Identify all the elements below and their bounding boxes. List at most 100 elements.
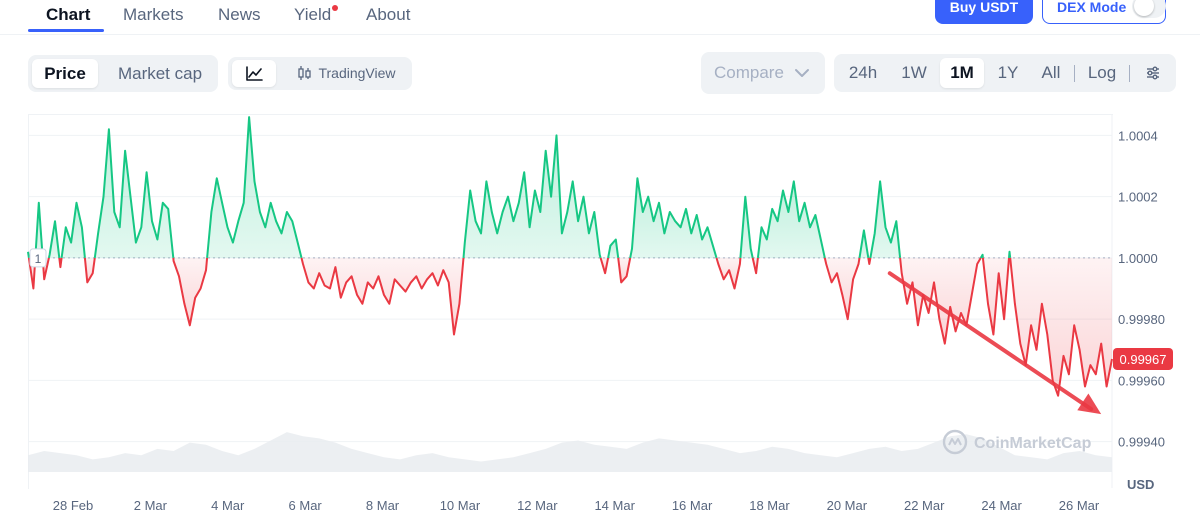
x-tick-label: 20 Mar [827,498,868,513]
price-line-up [34,201,44,258]
baseline-label: 1 [35,252,42,266]
price-fill-up [207,117,302,258]
price-line-down [867,257,872,265]
price-line-down [599,257,610,275]
x-tick-label: 26 Mar [1059,498,1100,513]
dex-mode-switch[interactable] [1132,0,1166,18]
chevron-down-icon [795,69,809,77]
price-line-down [83,257,96,284]
price-line-up [206,116,303,259]
x-tick-label: 18 Mar [749,498,790,513]
price-fill-up [463,135,601,258]
y-tick-label: 1.0002 [1118,190,1158,205]
price-line-down [172,257,209,327]
tradingview-button[interactable]: TradingView [284,60,408,87]
chart-settings-button[interactable] [1138,58,1168,88]
x-tick-label: 28 Feb [53,498,93,513]
chart-view-selector: TradingView [228,57,412,90]
range-1w-button[interactable]: 1W [901,63,927,82]
buy-usdt-button[interactable]: Buy USDT [935,0,1033,24]
price-line-up [462,134,602,259]
x-tick-label: 12 Mar [517,498,558,513]
price-fill-down [824,257,860,320]
price-line-down [715,257,742,290]
range-1y-button[interactable]: 1Y [997,63,1019,82]
range-24h-button[interactable]: 24h [848,63,878,82]
price-line-up [1008,250,1012,259]
price-button[interactable]: Price [32,59,98,88]
x-tick-label: 22 Mar [904,498,945,513]
tab-yield[interactable]: Yield [294,5,332,24]
tab-about[interactable]: About [366,5,411,24]
price-line-up [60,201,86,259]
volume-silhouette [28,432,1112,472]
price-line-down [300,257,465,336]
tab-markets[interactable]: Markets [123,5,184,24]
price-line-down [1009,257,1113,397]
price-line-up [756,180,826,259]
y-tick-label: 0.99980 [1118,312,1165,327]
price-fill-down [716,257,741,289]
trend-arrow-head [1077,393,1102,415]
active-tab-indicator [28,29,104,32]
line-chart-button[interactable] [232,60,276,87]
y-tick-label: 1.0004 [1118,128,1158,143]
current-price-label: 0.99967 [1120,352,1167,367]
trend-arrow-shaft [887,271,1094,412]
price-line-down [823,257,861,321]
price-fill-up [757,181,825,258]
price-fills [28,117,1112,396]
range-divider [1074,65,1075,82]
dex-mode-label: DEX Mode [1057,0,1127,15]
metric-selector: Price Market cap [28,55,218,92]
price-line-up [869,180,902,259]
log-scale-button[interactable]: Log [1087,63,1117,82]
price-chart-frame [28,114,1113,489]
tab-chart[interactable]: Chart [46,5,91,24]
y-axis: 1 1.0004 1.0002 1.0000 0.99980 0.99960 0.99940… [29,128,1173,492]
y-tick-label: 0.99960 [1118,373,1165,388]
x-axis: 28 Feb 2 Mar 4 Mar 6 Mar 8 Mar 10 Mar 12 Mar 14… [53,498,1100,513]
compare-dropdown[interactable]: Compare [701,52,825,94]
settings-divider [1129,65,1130,82]
tradingview-label: TradingView [318,65,396,81]
price-line-up [858,229,870,259]
price-line-down [981,257,1010,336]
baseline-label-box [29,248,47,268]
price-line-down [58,257,63,269]
price-line-up [979,253,984,259]
range-1m-button[interactable]: 1M [940,58,984,88]
price-line-down [27,257,37,290]
currency-label: USD [1127,477,1154,492]
range-all-button[interactable]: All [1041,63,1061,82]
price-fill-down [1010,257,1112,396]
candlestick-icon [298,66,312,80]
market-cap-button[interactable]: Market cap [117,64,203,83]
price-line-up [47,220,61,259]
price-line-down [617,257,632,284]
price-fill-down [900,257,981,344]
x-tick-label: 8 Mar [366,498,400,513]
tab-news[interactable]: News [218,5,261,24]
x-tick-label: 4 Mar [211,498,245,513]
price-line-down [751,257,759,275]
top-nav: Chart Markets News Yield About Buy USDT … [0,0,1200,35]
price-fill-up [94,129,174,258]
range-selector: 24h 1W 1M 1Y All Log [834,54,1176,92]
volume-area [28,432,1112,472]
y-tick-label: 1.0000 [1118,251,1158,266]
dex-mode-toggle-button[interactable]: DEX Mode [1042,0,1166,24]
price-line-up [739,195,754,259]
watermark: CoinMarketCap [942,422,1091,455]
compare-label: Compare [714,63,784,82]
price-fill-down [301,257,464,335]
x-tick-label: 2 Mar [134,498,168,513]
price-line-up [629,177,718,259]
price-line-up [607,238,620,259]
x-tick-label: 6 Mar [289,498,323,513]
price-fill-down [173,257,208,326]
trend-arrow [887,271,1102,415]
price-line-up [27,251,30,259]
price-line-up [93,128,175,259]
